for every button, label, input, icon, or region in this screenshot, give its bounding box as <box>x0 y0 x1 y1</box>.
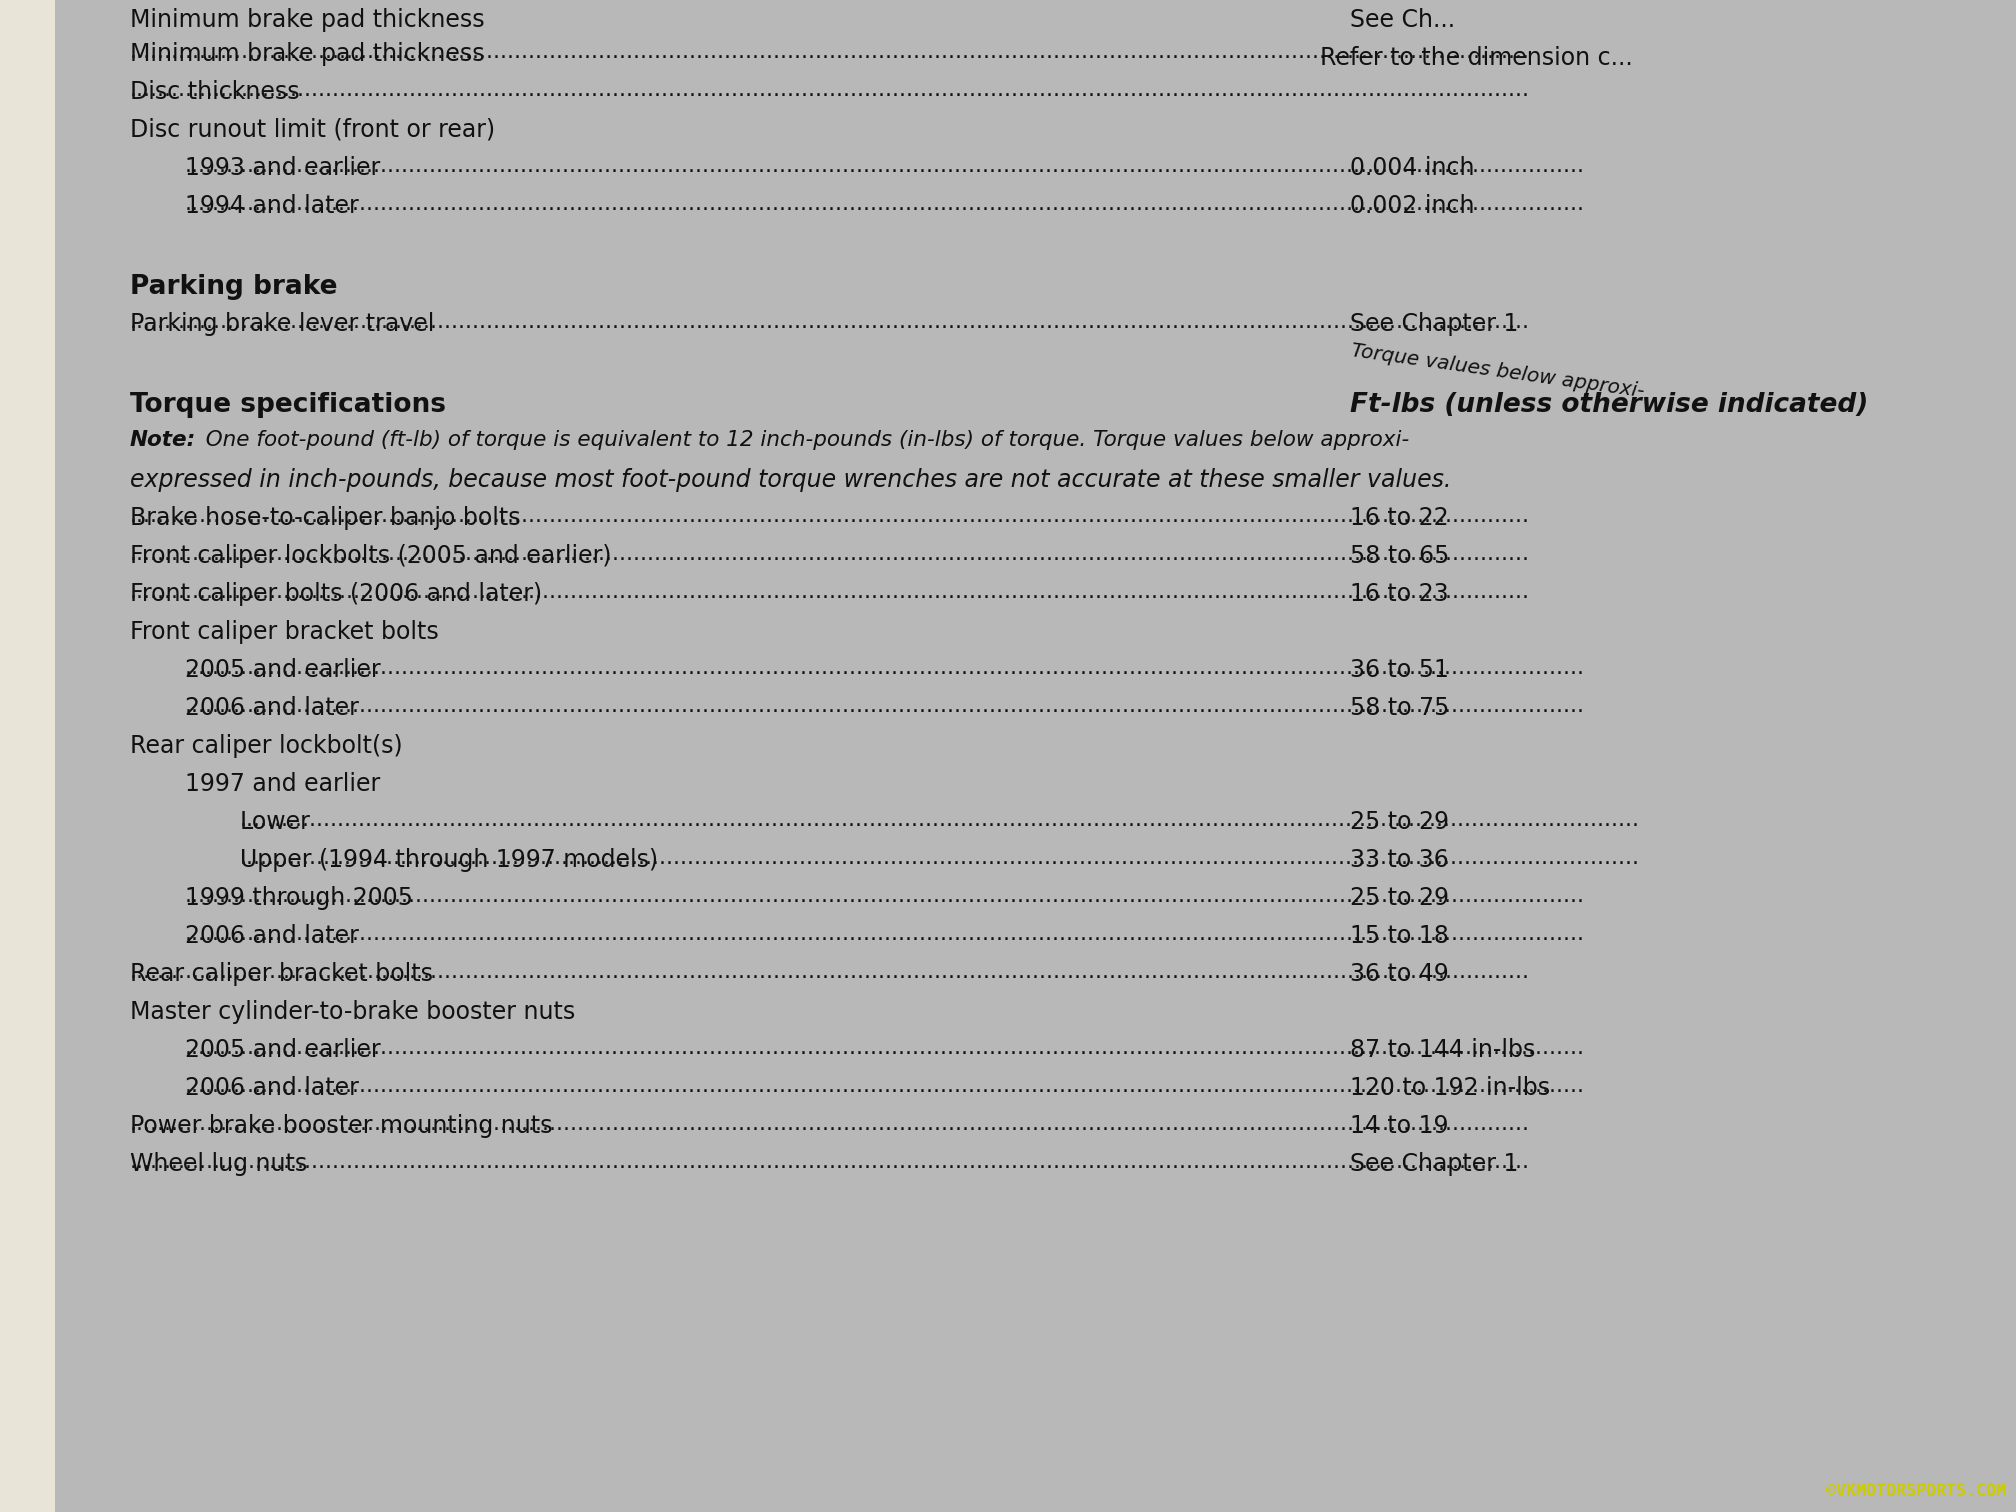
Text: See Ch...: See Ch... <box>1351 8 1456 32</box>
Text: ................................................................................: ........................................… <box>185 886 1585 906</box>
Text: ................................................................................: ........................................… <box>129 582 1530 602</box>
Text: 0.002 inch: 0.002 inch <box>1351 194 1474 218</box>
Text: Torque specifications: Torque specifications <box>129 392 446 417</box>
Text: Front caliper lockbolts (2005 and earlier): Front caliper lockbolts (2005 and earlie… <box>129 544 611 567</box>
Text: 58 to 75: 58 to 75 <box>1351 696 1450 720</box>
Text: 1997 and earlier: 1997 and earlier <box>185 771 381 795</box>
Text: 36 to 49: 36 to 49 <box>1351 962 1450 986</box>
Text: Parking brake lever travel: Parking brake lever travel <box>129 311 433 336</box>
Text: ................................................................................: ........................................… <box>185 658 1585 677</box>
Text: 25 to 29: 25 to 29 <box>1351 886 1450 910</box>
Text: Refer to the dimension c...: Refer to the dimension c... <box>1320 45 1633 70</box>
Text: Note:: Note: <box>129 429 196 449</box>
Text: Lower: Lower <box>240 809 310 833</box>
Text: ................................................................................: ........................................… <box>240 809 1639 830</box>
Text: ................................................................................: ........................................… <box>129 42 1530 62</box>
Text: Brake hose-to-caliper banjo bolts: Brake hose-to-caliper banjo bolts <box>129 505 520 529</box>
Text: Power brake booster mounting nuts: Power brake booster mounting nuts <box>129 1114 552 1137</box>
Text: ................................................................................: ........................................… <box>185 156 1585 175</box>
Text: ................................................................................: ........................................… <box>129 80 1530 100</box>
Text: Wheel lug nuts: Wheel lug nuts <box>129 1152 306 1176</box>
Text: Parking brake: Parking brake <box>129 274 337 299</box>
Text: ................................................................................: ........................................… <box>185 1075 1585 1096</box>
Text: ................................................................................: ........................................… <box>129 311 1530 331</box>
Bar <box>0 0 54 1512</box>
Text: 58 to 65: 58 to 65 <box>1351 544 1450 567</box>
Text: See Chapter 1: See Chapter 1 <box>1351 311 1518 336</box>
Text: Front caliper bolts (2006 and later): Front caliper bolts (2006 and later) <box>129 582 542 606</box>
Text: Rear caliper lockbolt(s): Rear caliper lockbolt(s) <box>129 733 403 758</box>
Text: ................................................................................: ........................................… <box>185 1037 1585 1057</box>
Text: Minimum brake pad thickness: Minimum brake pad thickness <box>129 8 484 32</box>
Text: Torque values below approxi-: Torque values below approxi- <box>1351 342 1645 401</box>
Text: Ft-lbs (unless otherwise indicated): Ft-lbs (unless otherwise indicated) <box>1351 392 1869 417</box>
Text: ................................................................................: ........................................… <box>129 544 1530 564</box>
Text: 16 to 22: 16 to 22 <box>1351 505 1450 529</box>
Text: 0.004 inch: 0.004 inch <box>1351 156 1474 180</box>
Text: See Chapter 1: See Chapter 1 <box>1351 1152 1518 1176</box>
Text: 1999 through 2005: 1999 through 2005 <box>185 886 413 910</box>
Text: ................................................................................: ........................................… <box>129 1152 1530 1172</box>
Text: Rear caliper bracket bolts: Rear caliper bracket bolts <box>129 962 433 986</box>
Text: One foot-pound (ft-lb) of torque is equivalent to 12 inch-pounds (in-lbs) of tor: One foot-pound (ft-lb) of torque is equi… <box>192 429 1409 449</box>
Text: Disc runout limit (front or rear): Disc runout limit (front or rear) <box>129 118 496 142</box>
Text: Master cylinder-to-brake booster nuts: Master cylinder-to-brake booster nuts <box>129 999 575 1024</box>
Text: 14 to 19: 14 to 19 <box>1351 1114 1450 1137</box>
Text: ................................................................................: ........................................… <box>129 1114 1530 1134</box>
Text: 2006 and later: 2006 and later <box>185 924 359 948</box>
Text: 120 to 192 in-lbs: 120 to 192 in-lbs <box>1351 1075 1550 1099</box>
Text: Disc thickness: Disc thickness <box>129 80 300 104</box>
Text: 16 to 23: 16 to 23 <box>1351 582 1450 606</box>
Text: 1994 and later: 1994 and later <box>185 194 359 218</box>
Text: 33 to 36: 33 to 36 <box>1351 848 1450 871</box>
Text: Minimum brake pad thickness: Minimum brake pad thickness <box>129 42 484 67</box>
Text: ................................................................................: ........................................… <box>185 924 1585 943</box>
Text: 15 to 18: 15 to 18 <box>1351 924 1450 948</box>
Text: ................................................................................: ........................................… <box>240 848 1639 868</box>
Text: expressed in inch-pounds, because most foot-pound torque wrenches are not accura: expressed in inch-pounds, because most f… <box>129 467 1452 491</box>
Text: ................................................................................: ........................................… <box>185 696 1585 715</box>
Text: 2006 and later: 2006 and later <box>185 696 359 720</box>
Text: 25 to 29: 25 to 29 <box>1351 809 1450 833</box>
Text: ................................................................................: ........................................… <box>129 505 1530 526</box>
Text: 36 to 51: 36 to 51 <box>1351 658 1450 682</box>
Text: Front caliper bracket bolts: Front caliper bracket bolts <box>129 620 439 644</box>
Text: Upper (1994 through 1997 models): Upper (1994 through 1997 models) <box>240 848 657 871</box>
Text: 2005 and earlier: 2005 and earlier <box>185 658 381 682</box>
Text: 87 to 144 in-lbs: 87 to 144 in-lbs <box>1351 1037 1536 1061</box>
Text: ................................................................................: ........................................… <box>129 962 1530 981</box>
Text: 2005 and earlier: 2005 and earlier <box>185 1037 381 1061</box>
Text: ©VKMOTORSPORTS.COM: ©VKMOTORSPORTS.COM <box>1826 1482 2006 1500</box>
Text: 2006 and later: 2006 and later <box>185 1075 359 1099</box>
Text: ................................................................................: ........................................… <box>185 194 1585 215</box>
Text: 1993 and earlier: 1993 and earlier <box>185 156 381 180</box>
